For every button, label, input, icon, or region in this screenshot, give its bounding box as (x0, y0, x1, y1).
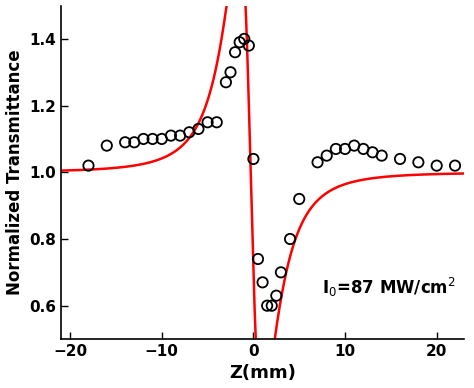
Point (254, 256, 262, 262)
Point (415, 159, 422, 165)
Point (451, 163, 459, 169)
Point (158, 136, 165, 142)
X-axis label: Z(mm): Z(mm) (229, 364, 296, 383)
Point (240, 36, 248, 42)
Point (259, 279, 266, 286)
Point (268, 303, 275, 309)
Point (130, 139, 138, 146)
Point (332, 146, 340, 152)
Point (378, 152, 385, 159)
Point (250, 156, 257, 162)
Point (314, 159, 321, 165)
Point (227, 69, 234, 75)
Point (213, 119, 220, 125)
Point (236, 39, 244, 45)
Point (341, 146, 349, 152)
Text: I$_0$=87 MW/cm$^2$: I$_0$=87 MW/cm$^2$ (322, 276, 456, 299)
Point (396, 156, 404, 162)
Point (295, 196, 303, 202)
Point (286, 236, 294, 242)
Y-axis label: Normalized Transmittance: Normalized Transmittance (6, 50, 24, 295)
Point (273, 293, 280, 299)
Point (350, 142, 358, 149)
Point (222, 79, 230, 85)
Point (264, 303, 271, 309)
Point (369, 149, 376, 155)
Point (433, 163, 440, 169)
Point (185, 129, 193, 135)
Point (85, 163, 92, 169)
Point (323, 152, 330, 159)
Point (121, 139, 129, 146)
Point (103, 142, 110, 149)
Point (204, 119, 211, 125)
Point (245, 42, 253, 48)
Point (195, 126, 202, 132)
Point (360, 146, 367, 152)
Point (149, 136, 156, 142)
Point (176, 133, 184, 139)
Point (140, 136, 147, 142)
Point (231, 49, 239, 55)
Point (277, 269, 285, 275)
Point (167, 133, 175, 139)
